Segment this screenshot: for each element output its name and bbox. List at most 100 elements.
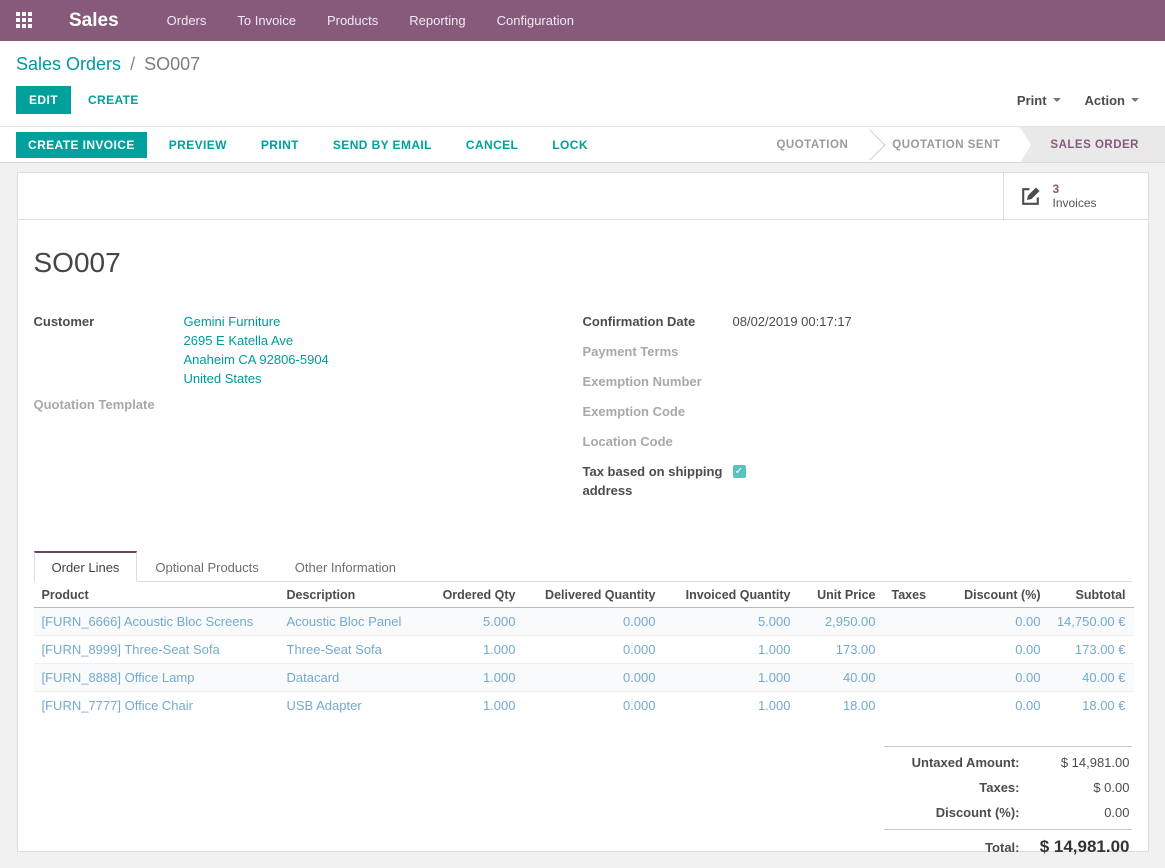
app-brand[interactable]: Sales — [69, 10, 119, 32]
order-lines-table: Product Description Ordered Qty Delivere… — [34, 582, 1134, 719]
quotation-template-label: Quotation Template — [34, 395, 184, 414]
table-row[interactable]: [FURN_8999] Three-Seat Sofa Three-Seat S… — [34, 636, 1134, 664]
total-row: Total: $ 14,981.00 — [884, 829, 1132, 862]
customer-street[interactable]: 2695 E Katella Ave — [184, 331, 329, 350]
left-field-group: Customer Gemini Furniture 2695 E Katella… — [34, 312, 583, 511]
action-label: Action — [1085, 93, 1125, 108]
cell-invoiced[interactable]: 1.000 — [664, 664, 799, 692]
cell-unit-price[interactable]: 40.00 — [799, 664, 884, 692]
cell-description[interactable]: Acoustic Bloc Panel — [279, 608, 429, 636]
cell-discount[interactable]: 0.00 — [954, 608, 1049, 636]
cell-taxes[interactable] — [884, 636, 954, 664]
stage-quotation[interactable]: QUOTATION — [756, 127, 868, 162]
customer-name[interactable]: Gemini Furniture — [184, 312, 329, 331]
cell-invoiced[interactable]: 5.000 — [664, 608, 799, 636]
lock-button[interactable]: LOCK — [540, 132, 600, 158]
col-description[interactable]: Description — [279, 582, 429, 608]
tax-shipping-checkbox[interactable]: ✓ — [733, 465, 746, 478]
create-button[interactable]: CREATE — [75, 86, 152, 114]
cell-description[interactable]: Datacard — [279, 664, 429, 692]
table-row[interactable]: [FURN_8888] Office Lamp Datacard 1.000 0… — [34, 664, 1134, 692]
invoices-smart-button[interactable]: 3 Invoices — [1003, 173, 1148, 219]
cell-subtotal[interactable]: 173.00 € — [1049, 636, 1134, 664]
untaxed-amount-value: $ 14,981.00 — [1020, 755, 1130, 770]
col-subtotal[interactable]: Subtotal — [1049, 582, 1134, 608]
action-dropdown[interactable]: Action — [1075, 89, 1149, 112]
edit-button[interactable]: EDIT — [16, 86, 71, 114]
cell-invoiced[interactable]: 1.000 — [664, 636, 799, 664]
customer-label: Customer — [34, 312, 184, 388]
caret-down-icon — [1053, 98, 1061, 102]
cell-product[interactable]: [FURN_8999] Three-Seat Sofa — [34, 636, 279, 664]
cell-discount[interactable]: 0.00 — [954, 664, 1049, 692]
col-discount[interactable]: Discount (%) — [954, 582, 1049, 608]
cell-discount[interactable]: 0.00 — [954, 692, 1049, 720]
breadcrumb-sales-orders[interactable]: Sales Orders — [16, 54, 121, 74]
exemption-code-label: Exemption Code — [583, 402, 733, 421]
stage-sales-order[interactable]: SALES ORDER — [1020, 127, 1165, 162]
col-ordered-qty[interactable]: Ordered Qty — [429, 582, 524, 608]
col-unit-price[interactable]: Unit Price — [799, 582, 884, 608]
cell-ordered[interactable]: 1.000 — [429, 664, 524, 692]
create-invoice-button[interactable]: CREATE INVOICE — [16, 132, 147, 158]
cell-product[interactable]: [FURN_7777] Office Chair — [34, 692, 279, 720]
tab-optional-products[interactable]: Optional Products — [137, 551, 276, 582]
print-button[interactable]: PRINT — [249, 132, 311, 158]
col-invoiced-qty[interactable]: Invoiced Quantity — [664, 582, 799, 608]
cell-delivered[interactable]: 0.000 — [524, 664, 664, 692]
customer-value[interactable]: Gemini Furniture 2695 E Katella Ave Anah… — [184, 312, 329, 388]
menu-orders[interactable]: Orders — [165, 9, 209, 32]
send-by-email-button[interactable]: SEND BY EMAIL — [321, 132, 444, 158]
cell-delivered[interactable]: 0.000 — [524, 636, 664, 664]
print-dropdown[interactable]: Print — [1007, 89, 1071, 112]
col-delivered-qty[interactable]: Delivered Quantity — [524, 582, 664, 608]
cell-discount[interactable]: 0.00 — [954, 636, 1049, 664]
menu-to-invoice[interactable]: To Invoice — [235, 9, 298, 32]
preview-button[interactable]: PREVIEW — [157, 132, 239, 158]
total-value: $ 14,981.00 — [1020, 837, 1130, 857]
apps-menu-icon[interactable] — [16, 12, 33, 29]
total-label: Total: — [985, 840, 1019, 855]
cell-taxes[interactable] — [884, 692, 954, 720]
confirmation-date-value: 08/02/2019 00:17:17 — [733, 312, 852, 331]
cell-subtotal[interactable]: 18.00 € — [1049, 692, 1134, 720]
invoices-label: Invoices — [1053, 196, 1097, 210]
cell-subtotal[interactable]: 14,750.00 € — [1049, 608, 1134, 636]
totals-panel: Untaxed Amount: $ 14,981.00 Taxes: $ 0.0… — [884, 746, 1132, 862]
cell-description[interactable]: USB Adapter — [279, 692, 429, 720]
customer-country[interactable]: United States — [184, 369, 329, 388]
customer-city[interactable]: Anaheim CA 92806-5904 — [184, 350, 329, 369]
tax-shipping-label: Tax based on shipping address — [583, 462, 733, 500]
cell-subtotal[interactable]: 40.00 € — [1049, 664, 1134, 692]
table-header-row: Product Description Ordered Qty Delivere… — [34, 582, 1134, 608]
menu-products[interactable]: Products — [325, 9, 380, 32]
stage-quotation-sent[interactable]: QUOTATION SENT — [872, 127, 1020, 162]
cell-product[interactable]: [FURN_6666] Acoustic Bloc Screens — [34, 608, 279, 636]
cell-taxes[interactable] — [884, 608, 954, 636]
payment-terms-label: Payment Terms — [583, 342, 733, 361]
cell-product[interactable]: [FURN_8888] Office Lamp — [34, 664, 279, 692]
cell-delivered[interactable]: 0.000 — [524, 608, 664, 636]
cell-taxes[interactable] — [884, 664, 954, 692]
cell-invoiced[interactable]: 1.000 — [664, 692, 799, 720]
cell-unit-price[interactable]: 2,950.00 — [799, 608, 884, 636]
stage-pipeline: QUOTATION QUOTATION SENT SALES ORDER — [756, 127, 1165, 162]
cell-description[interactable]: Three-Seat Sofa — [279, 636, 429, 664]
col-product[interactable]: Product — [34, 582, 279, 608]
cell-unit-price[interactable]: 173.00 — [799, 636, 884, 664]
cell-ordered[interactable]: 5.000 — [429, 608, 524, 636]
cancel-button[interactable]: CANCEL — [454, 132, 530, 158]
table-row[interactable]: [FURN_6666] Acoustic Bloc Screens Acoust… — [34, 608, 1134, 636]
tab-order-lines[interactable]: Order Lines — [34, 551, 138, 582]
menu-reporting[interactable]: Reporting — [407, 9, 467, 32]
table-row[interactable]: [FURN_7777] Office Chair USB Adapter 1.0… — [34, 692, 1134, 720]
cell-delivered[interactable]: 0.000 — [524, 692, 664, 720]
cell-ordered[interactable]: 1.000 — [429, 692, 524, 720]
tab-other-information[interactable]: Other Information — [277, 551, 414, 582]
notebook-tabs: Order Lines Optional Products Other Info… — [34, 551, 1132, 582]
breadcrumb: Sales Orders / SO007 — [16, 54, 1149, 75]
menu-configuration[interactable]: Configuration — [495, 9, 576, 32]
cell-unit-price[interactable]: 18.00 — [799, 692, 884, 720]
col-taxes[interactable]: Taxes — [884, 582, 954, 608]
cell-ordered[interactable]: 1.000 — [429, 636, 524, 664]
